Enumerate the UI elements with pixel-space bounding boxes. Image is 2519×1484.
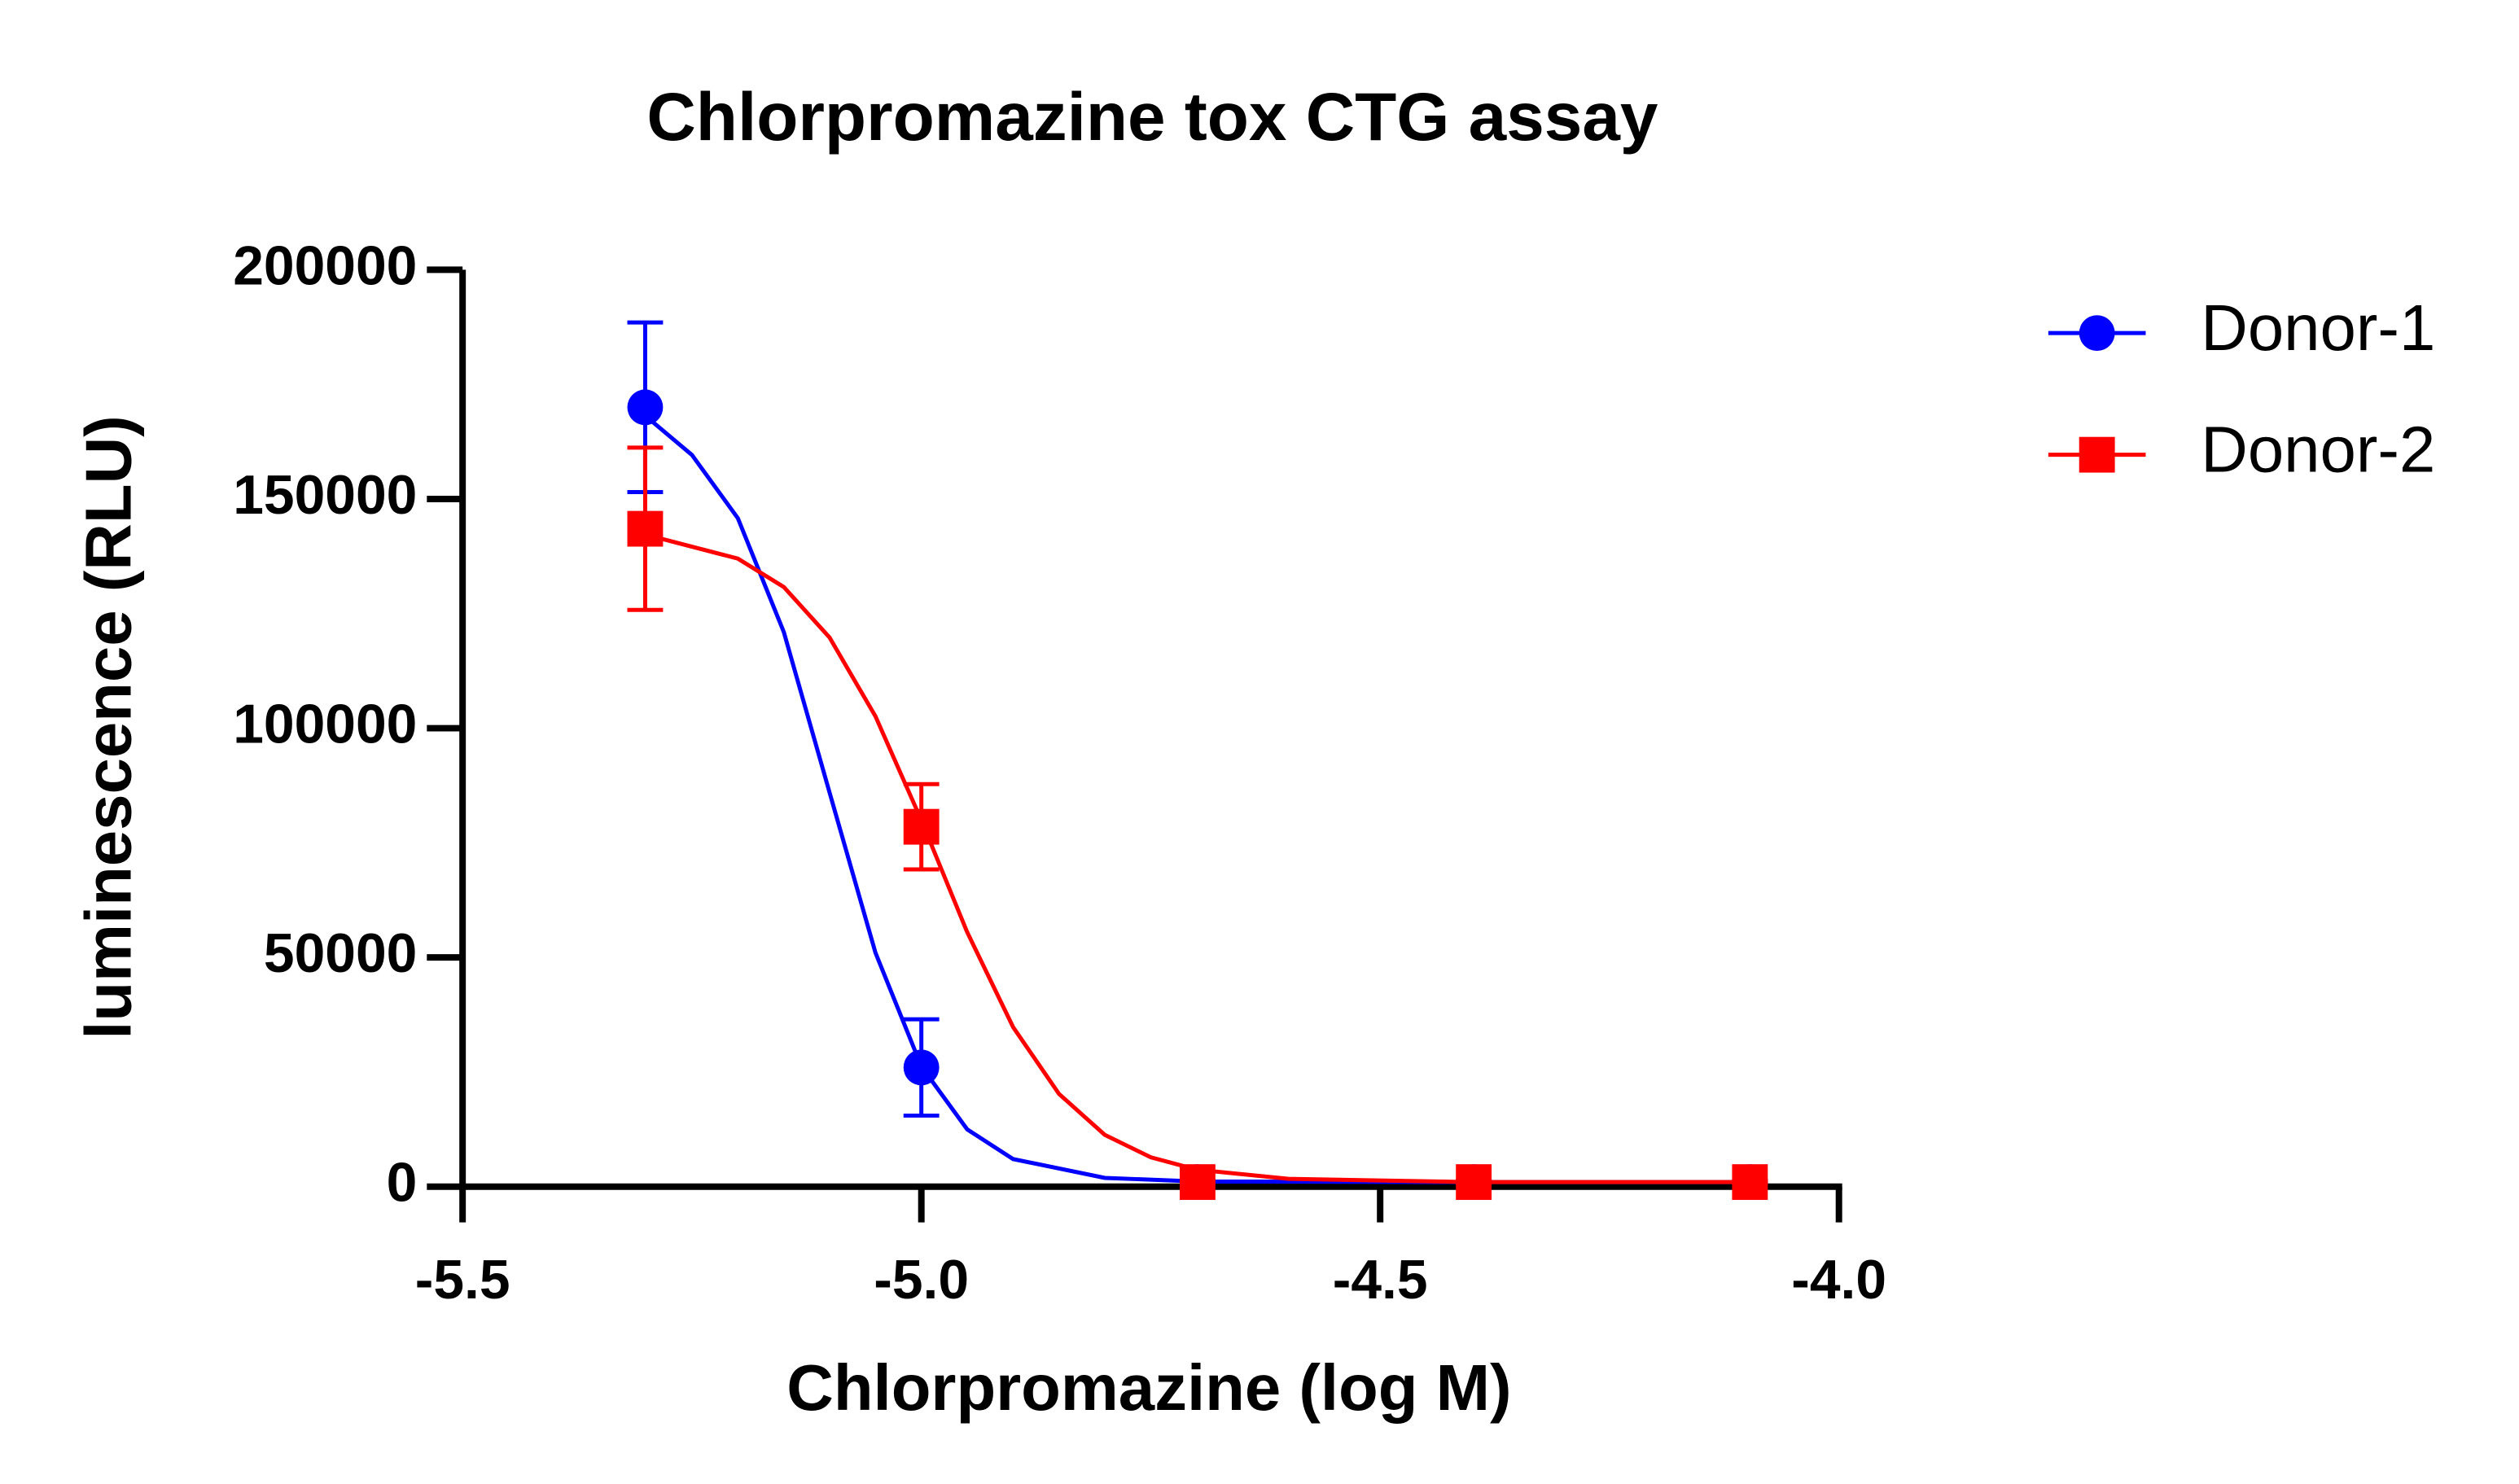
x-tick-label: -4.5 (1333, 1250, 1428, 1311)
x-tick-label: -5.5 (415, 1250, 510, 1311)
data-point (627, 510, 664, 547)
legend-label: Donor-2 (2201, 414, 2435, 486)
fit-curve (645, 414, 1750, 1184)
y-tick-label: 200000 (233, 235, 417, 296)
y-tick-label: 100000 (233, 694, 417, 755)
data-point (1456, 1164, 1492, 1201)
x-tick-label: -4.0 (1791, 1250, 1886, 1311)
data-point (903, 808, 940, 845)
data-point (1732, 1164, 1768, 1201)
y-tick-label: 150000 (233, 465, 417, 526)
chart-title: Chlorpromazine tox CTG assay (646, 78, 1658, 155)
y-tick-label: 0 (387, 1153, 418, 1214)
data-point (627, 389, 664, 426)
data-point (1179, 1164, 1216, 1201)
data-point (903, 1049, 940, 1086)
y-axis-title: luminescence (RLU) (72, 415, 145, 1040)
x-axis-title: Chlorpromazine (log M) (786, 1351, 1511, 1424)
legend-label: Donor-1 (2201, 291, 2435, 364)
legend-marker (2079, 315, 2115, 352)
y-tick-label: 50000 (264, 923, 417, 984)
legend-marker (2079, 436, 2115, 473)
x-tick-label: -5.0 (874, 1250, 969, 1311)
fit-curve (646, 532, 1750, 1184)
